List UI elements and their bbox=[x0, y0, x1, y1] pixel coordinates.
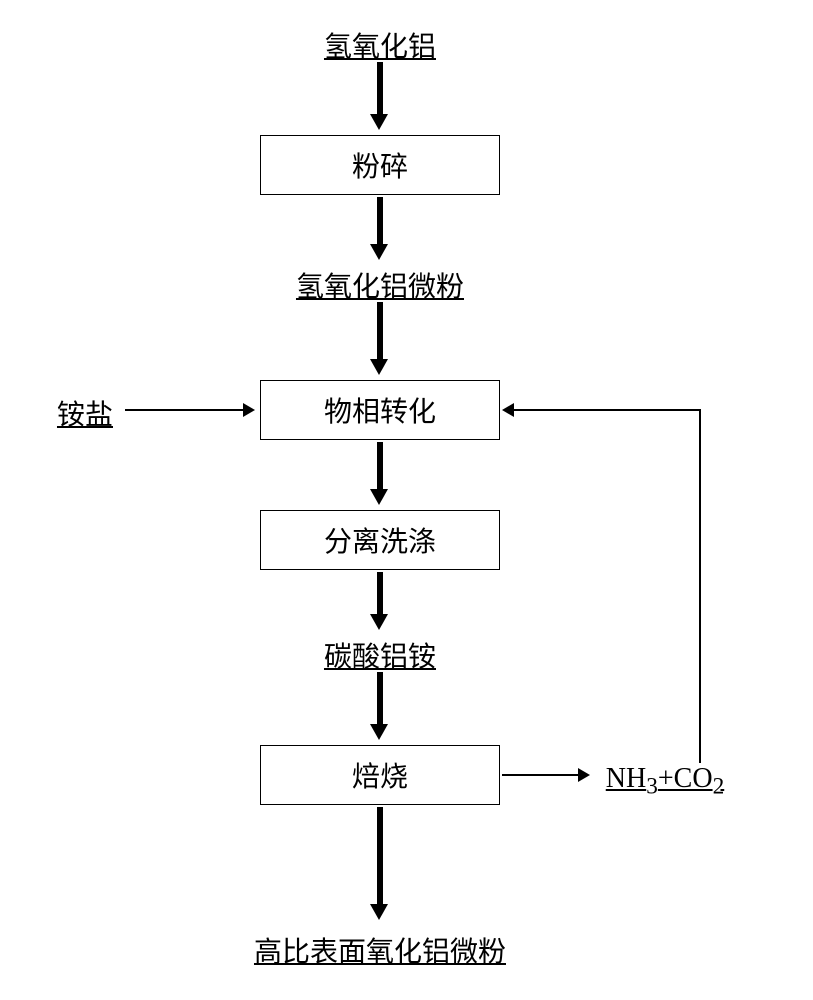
chem-prefix: NH bbox=[606, 763, 646, 794]
material-label: 氢氧化铝微粉 bbox=[275, 265, 485, 305]
arrow-head-down-icon bbox=[370, 904, 388, 920]
arrow-head-down-icon bbox=[370, 724, 388, 740]
arrow-head-left-icon bbox=[502, 403, 514, 417]
arrow-down bbox=[377, 197, 383, 246]
chem-sub: 3 bbox=[646, 774, 658, 800]
material-label: 碳酸铝铵 bbox=[310, 635, 450, 675]
chem-mid: +CO bbox=[658, 763, 713, 794]
process-box: 分离洗涤 bbox=[260, 510, 500, 570]
box-label: 焙烧 bbox=[352, 755, 408, 795]
arrow-down bbox=[377, 442, 383, 491]
arrow-down bbox=[377, 572, 383, 616]
process-box: 焙烧 bbox=[260, 745, 500, 805]
arrow-head-right-icon bbox=[243, 403, 255, 417]
arrow-down bbox=[377, 302, 383, 361]
material-label: 氢氧化铝 bbox=[310, 25, 450, 65]
process-flowchart: 氢氧化铝粉碎氢氧化铝微粉铵盐 物相转化分离洗涤碳酸铝铵焙烧 NH3+CO2 高比表面氧… bbox=[0, 0, 813, 1000]
process-box: 粉碎 bbox=[260, 135, 500, 195]
arrow-head-down-icon bbox=[370, 359, 388, 375]
box-label: 物相转化 bbox=[324, 390, 436, 430]
feedback-line-horizontal bbox=[512, 409, 701, 411]
process-box: 物相转化 bbox=[260, 380, 500, 440]
material-label: 高比表面氧化铝微粉 bbox=[225, 930, 535, 970]
arrow-head-down-icon bbox=[370, 244, 388, 260]
material-label: 铵盐 bbox=[50, 393, 120, 433]
arrow-down bbox=[377, 672, 383, 726]
arrow-down bbox=[377, 807, 383, 906]
arrow-head-down-icon bbox=[370, 489, 388, 505]
chem-sub: 2 bbox=[713, 774, 725, 800]
feedback-line-vertical bbox=[699, 410, 701, 763]
arrow-down bbox=[377, 62, 383, 116]
arrow-right bbox=[502, 774, 580, 776]
box-label: 分离洗涤 bbox=[324, 520, 436, 560]
arrow-head-down-icon bbox=[370, 114, 388, 130]
arrow-right bbox=[125, 409, 245, 411]
arrow-head-right-icon bbox=[578, 768, 590, 782]
chemical-formula-label: NH3+CO2 bbox=[595, 763, 735, 801]
arrow-head-down-icon bbox=[370, 614, 388, 630]
box-label: 粉碎 bbox=[352, 145, 408, 185]
